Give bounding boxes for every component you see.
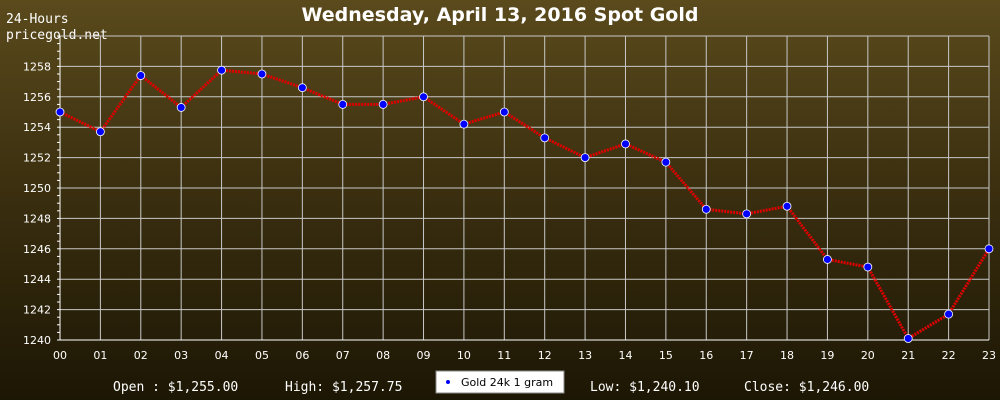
data-point — [176, 103, 186, 112]
legend: Gold 24k 1 gram — [435, 370, 565, 394]
data-point — [136, 71, 146, 80]
x-tick-label: 19 — [820, 349, 834, 362]
open-stat: Open : $1,255.00 — [113, 380, 238, 395]
data-point — [742, 209, 752, 219]
x-tick-label: 18 — [780, 349, 794, 362]
x-tick-labels: 00 01 02 03 04 05 06 07 08 09 10 11 12 13 14 15 16 17 18 19… — [53, 349, 996, 362]
y-tick-label: 1246 — [23, 243, 51, 256]
axes — [57, 35, 989, 341]
data-point — [419, 92, 428, 102]
x-tick-label: 12 — [538, 349, 552, 362]
y-tick-label: 1252 — [23, 152, 51, 165]
y-tick-label: 1248 — [23, 212, 51, 225]
data-point — [701, 204, 711, 214]
x-tick-label: 23 — [982, 349, 996, 362]
x-tick-label: 05 — [255, 349, 269, 362]
data-point — [338, 100, 348, 109]
data-point — [499, 107, 509, 117]
y-tick-labels: 1240 1242 1244 1246 1248 1250 1252 1254 1256 1258 — [23, 60, 51, 347]
chart-title: Wednesday, April 13, 2016 Spot Gold — [302, 4, 699, 26]
y-tick-label: 1256 — [23, 91, 51, 104]
grid-lines — [59, 35, 990, 341]
data-point — [55, 107, 65, 117]
data-point — [540, 133, 550, 143]
x-tick-label: 01 — [93, 349, 107, 362]
x-tick-label: 09 — [417, 349, 431, 362]
data-point — [782, 201, 792, 211]
legend-marker — [446, 380, 450, 384]
x-tick-label: 03 — [174, 349, 188, 362]
x-tick-label: 08 — [376, 349, 390, 362]
x-tick-label: 11 — [497, 349, 511, 362]
source-label: pricegold.net — [6, 28, 108, 43]
x-tick-label: 04 — [215, 349, 229, 362]
data-point — [257, 69, 267, 79]
data-point — [823, 255, 832, 264]
y-tick-label: 1250 — [23, 182, 51, 195]
data-point — [217, 65, 226, 75]
series-line — [59, 68, 991, 340]
data-point — [459, 119, 469, 129]
data-point — [621, 139, 630, 149]
data-point — [661, 157, 671, 167]
y-tick-label: 1242 — [23, 304, 51, 317]
data-point — [863, 262, 873, 272]
x-tick-label: 21 — [901, 349, 915, 362]
x-tick-label: 16 — [699, 349, 713, 362]
high-stat: High: $1,257.75 — [285, 380, 402, 395]
data-point — [297, 83, 307, 93]
x-tick-label: 13 — [578, 349, 592, 362]
y-tick-label: 1240 — [23, 334, 51, 347]
y-tick-label: 1254 — [23, 121, 51, 134]
legend-label: Gold 24k 1 gram — [461, 376, 553, 389]
data-point — [903, 334, 913, 343]
data-point — [580, 153, 590, 163]
x-tick-label: 22 — [942, 349, 956, 362]
x-tick-label: 06 — [295, 349, 309, 362]
x-tick-label: 00 — [53, 349, 67, 362]
data-point — [95, 127, 105, 137]
data-point — [944, 309, 954, 319]
legend-box — [435, 370, 565, 394]
data-point — [378, 100, 388, 109]
x-tick-label: 02 — [134, 349, 148, 362]
x-tick-label: 07 — [336, 349, 350, 362]
series-gold-24k — [55, 65, 994, 343]
y-tick-label: 1244 — [23, 273, 51, 286]
x-tick-label: 10 — [457, 349, 471, 362]
x-tick-label: 17 — [740, 349, 754, 362]
x-tick-label: 20 — [861, 349, 875, 362]
period-label: 24-Hours — [6, 12, 69, 27]
x-tick-label: 14 — [618, 349, 632, 362]
low-stat: Low: $1,240.10 — [590, 380, 700, 395]
y-tick-label: 1258 — [23, 60, 51, 73]
x-tick-label: 15 — [659, 349, 673, 362]
close-stat: Close: $1,246.00 — [744, 380, 869, 395]
data-point — [984, 244, 994, 254]
